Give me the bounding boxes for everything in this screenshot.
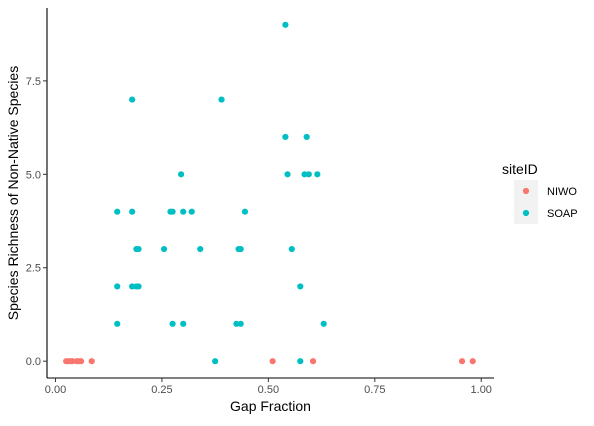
legend-label-niwo: NIWO [547,186,577,198]
data-point-soap [320,320,327,327]
x-tick-label: 0.25 [151,384,172,396]
data-point-soap [288,245,295,253]
data-point-niwo [309,358,317,365]
legend-key-soap [522,209,530,217]
data-point-soap [180,320,187,327]
data-point-soap [114,320,121,327]
x-tick-label: 1.00 [471,384,492,396]
data-point-soap [114,208,121,215]
y-tick-label: 0.0 [26,356,41,368]
data-point-soap [284,171,291,178]
data-point-soap [135,245,142,253]
data-point-soap [301,171,308,178]
data-point-soap [197,245,204,253]
data-point-soap [169,208,176,215]
data-point-niwo [69,358,76,365]
data-point-soap [188,208,195,215]
data-point-soap [129,283,136,290]
data-point-soap [218,96,225,103]
data-point-soap [180,208,187,215]
data-point-soap [129,96,136,103]
data-point-soap [212,358,219,365]
data-point-niwo [469,358,476,365]
data-point-soap [303,133,310,141]
legend-entries: NIWO SOAP [514,180,578,224]
y-tick-label: 5.0 [26,169,41,181]
data-point-soap [237,320,244,327]
data-point-niwo [458,358,466,365]
data-point-soap [305,171,312,178]
y-tick-label: 7.5 [26,76,41,88]
data-point-soap [233,320,240,327]
x-axis-title: Gap Fraction [230,398,311,414]
x-tick-label: 0.00 [45,384,66,396]
data-point-soap [178,171,185,178]
legend-key-niwo [522,187,530,195]
data-point-niwo [88,358,95,365]
data-point-soap [135,283,142,290]
legend-label-soap: SOAP [547,208,578,220]
x-axis-ticks: 0.00 0.25 0.50 0.75 1.00 [45,378,492,396]
legend-title: siteID [502,161,538,177]
data-point-soap [314,171,321,178]
data-point-soap [169,320,176,327]
points-layer [63,21,476,365]
data-point-soap [237,245,244,253]
data-point-niwo [269,358,276,365]
x-tick-label: 0.50 [258,384,279,396]
data-point-soap [129,208,136,215]
data-point-soap [241,208,249,215]
data-point-niwo [77,358,85,365]
y-tick-label: 2.5 [26,263,41,275]
y-axis-title: Species Richness of Non-Native Species [5,66,21,320]
x-tick-label: 0.75 [364,384,385,396]
data-point-soap [282,21,289,28]
data-point-soap [160,245,168,253]
y-axis-ticks: 0.0 2.5 5.0 7.5 [26,76,47,368]
data-point-soap [297,358,304,365]
data-point-soap [282,133,289,141]
data-point-soap [114,283,121,290]
data-point-soap [297,283,304,290]
legend: siteID NIWO SOAP [502,161,578,224]
